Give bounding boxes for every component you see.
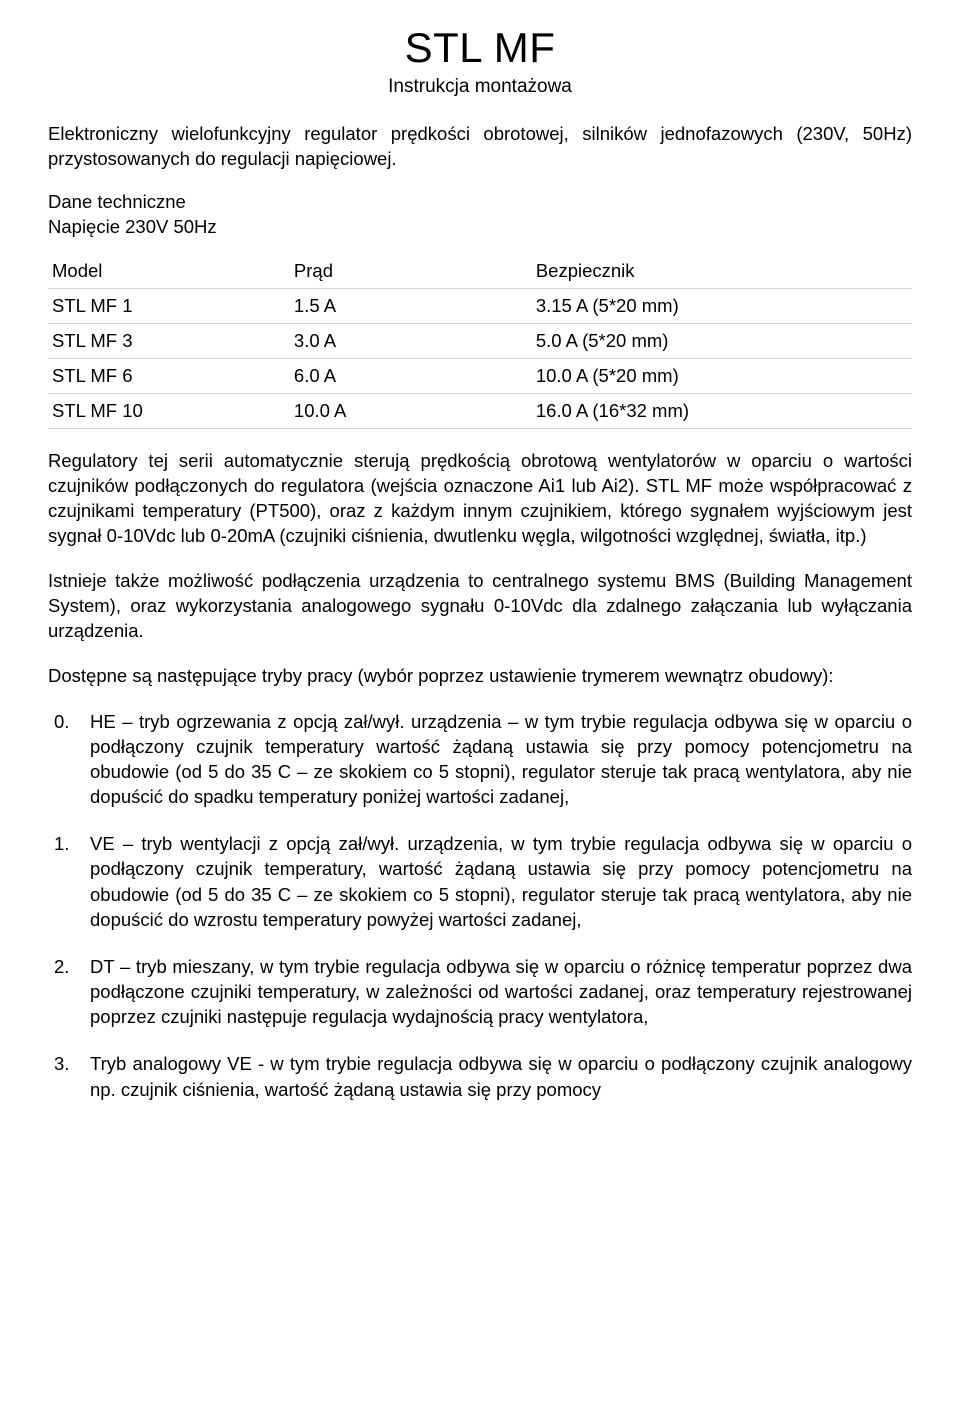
- body-paragraph: Istnieje także możliwość podłączenia urz…: [48, 569, 912, 644]
- modes-list: 0. HE – tryb ogrzewania z opcją zał/wył.…: [48, 709, 912, 1102]
- list-item-text: VE – tryb wentylacji z opcją zał/wył. ur…: [90, 833, 912, 929]
- list-item: 0. HE – tryb ogrzewania z opcją zał/wył.…: [48, 709, 912, 810]
- cell-fuse: 3.15 A (5*20 mm): [532, 288, 912, 323]
- cell-model: STL MF 10: [48, 393, 290, 428]
- spec-heading: Dane techniczne: [48, 190, 912, 215]
- list-item: 3. Tryb analogowy VE - w tym trybie regu…: [48, 1051, 912, 1101]
- cell-fuse: 10.0 A (5*20 mm): [532, 358, 912, 393]
- table-header-row: Model Prąd Bezpiecznik: [48, 254, 912, 289]
- intro-paragraph: Elektroniczny wielofunkcyjny regulator p…: [48, 122, 912, 172]
- table-row: STL MF 3 3.0 A 5.0 A (5*20 mm): [48, 323, 912, 358]
- cell-model: STL MF 3: [48, 323, 290, 358]
- list-item: 1. VE – tryb wentylacji z opcją zał/wył.…: [48, 831, 912, 932]
- col-header-fuse: Bezpiecznik: [532, 254, 912, 289]
- page-title: STL MF: [48, 24, 912, 72]
- document-page: STL MF Instrukcja montażowa Elektroniczn…: [0, 0, 960, 1164]
- list-item-text: Tryb analogowy VE - w tym trybie regulac…: [90, 1053, 912, 1099]
- cell-current: 6.0 A: [290, 358, 532, 393]
- list-item-text: DT – tryb mieszany, w tym trybie regulac…: [90, 956, 912, 1027]
- page-subtitle: Instrukcja montażowa: [48, 76, 912, 98]
- body-paragraph: Dostępne są następujące tryby pracy (wyb…: [48, 664, 912, 689]
- cell-current: 1.5 A: [290, 288, 532, 323]
- list-item-number: 3.: [54, 1051, 69, 1076]
- list-item-number: 0.: [54, 709, 69, 734]
- table-row: STL MF 10 10.0 A 16.0 A (16*32 mm): [48, 393, 912, 428]
- list-item: 2. DT – tryb mieszany, w tym trybie regu…: [48, 954, 912, 1029]
- cell-model: STL MF 1: [48, 288, 290, 323]
- cell-current: 3.0 A: [290, 323, 532, 358]
- spec-subheading: Napięcie 230V 50Hz: [48, 215, 912, 240]
- cell-current: 10.0 A: [290, 393, 532, 428]
- col-header-current: Prąd: [290, 254, 532, 289]
- cell-fuse: 5.0 A (5*20 mm): [532, 323, 912, 358]
- body-paragraph: Regulatory tej serii automatycznie steru…: [48, 449, 912, 549]
- list-item-text: HE – tryb ogrzewania z opcją zał/wył. ur…: [90, 711, 912, 807]
- cell-fuse: 16.0 A (16*32 mm): [532, 393, 912, 428]
- col-header-model: Model: [48, 254, 290, 289]
- spec-table-body: STL MF 1 1.5 A 3.15 A (5*20 mm) STL MF 3…: [48, 288, 912, 428]
- table-row: STL MF 1 1.5 A 3.15 A (5*20 mm): [48, 288, 912, 323]
- cell-model: STL MF 6: [48, 358, 290, 393]
- list-item-number: 2.: [54, 954, 69, 979]
- table-row: STL MF 6 6.0 A 10.0 A (5*20 mm): [48, 358, 912, 393]
- list-item-number: 1.: [54, 831, 69, 856]
- spec-table: Model Prąd Bezpiecznik STL MF 1 1.5 A 3.…: [48, 254, 912, 429]
- spec-table-head: Model Prąd Bezpiecznik: [48, 254, 912, 289]
